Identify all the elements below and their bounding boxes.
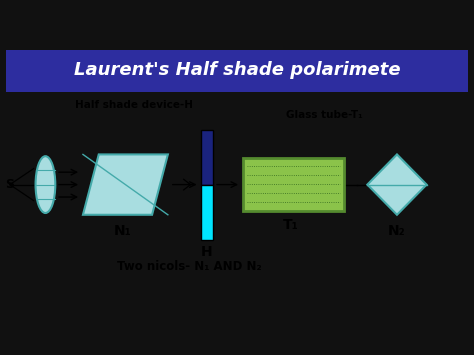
Text: N₂: N₂ [388,224,406,238]
FancyBboxPatch shape [243,158,344,211]
FancyBboxPatch shape [201,130,212,185]
Text: N₁: N₁ [114,224,131,238]
Text: T₁: T₁ [283,218,298,233]
Polygon shape [367,154,427,215]
Ellipse shape [36,156,55,213]
FancyBboxPatch shape [6,50,468,92]
Polygon shape [83,154,168,215]
FancyBboxPatch shape [0,327,474,355]
Text: S: S [5,178,14,191]
FancyBboxPatch shape [201,185,212,240]
Text: Glass tube-T₁: Glass tube-T₁ [286,110,362,120]
FancyBboxPatch shape [0,0,474,46]
Text: H: H [201,245,213,259]
Text: Two nicols- N₁ AND N₂: Two nicols- N₁ AND N₂ [117,260,262,273]
Text: Laurent's Half shade polarimete: Laurent's Half shade polarimete [73,61,401,79]
Text: Half shade device-H: Half shade device-H [75,100,193,110]
